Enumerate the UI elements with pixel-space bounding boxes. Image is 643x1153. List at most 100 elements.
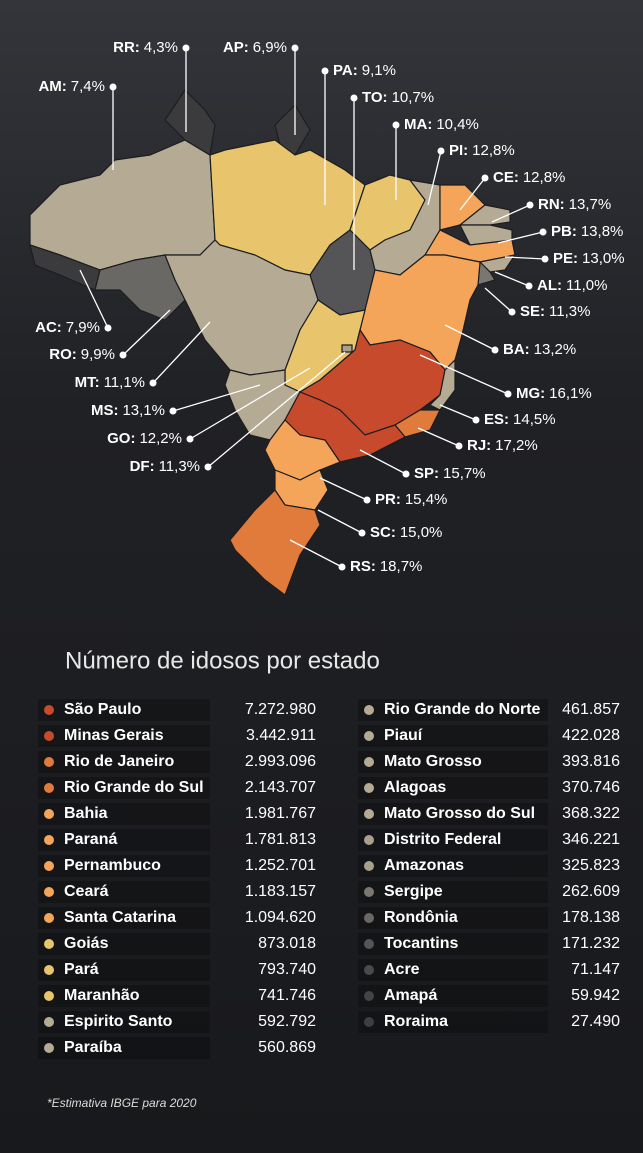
state-share: 13,8% xyxy=(581,223,624,240)
state-share: 7,9% xyxy=(66,319,100,336)
row-value: 1.781.813 xyxy=(245,831,316,848)
row-band xyxy=(358,933,548,955)
state-label: CE: 12,8% xyxy=(493,169,565,186)
row-dot xyxy=(44,991,54,1001)
leader-dot xyxy=(402,470,410,478)
row-band xyxy=(38,959,210,981)
leader-dot xyxy=(526,201,534,209)
row-dot xyxy=(44,757,54,767)
state-label: MS: 13,1% xyxy=(91,402,165,419)
leader-dot xyxy=(472,416,480,424)
row-value: 1.183.157 xyxy=(245,883,316,900)
leader-dot xyxy=(539,228,547,236)
row-name: Santa Catarina xyxy=(64,909,176,926)
state-rr xyxy=(164,89,216,156)
state-share: 9,9% xyxy=(81,346,115,363)
brazil-map xyxy=(29,89,517,596)
leader-line xyxy=(189,367,311,440)
state-label: DF: 11,3% xyxy=(130,458,200,475)
row-band xyxy=(38,803,210,825)
state-share: 11,0% xyxy=(566,277,607,294)
row-band xyxy=(358,985,548,1007)
leader-dot xyxy=(204,463,212,471)
leader-dot xyxy=(109,83,117,91)
leader-dot xyxy=(504,390,512,398)
leader-dot xyxy=(358,529,366,537)
state-label: MG: 16,1% xyxy=(516,385,592,402)
row-value: 262.609 xyxy=(562,883,620,900)
row-value: 178.138 xyxy=(562,909,620,926)
state-code: RN: xyxy=(538,196,565,213)
row-dot xyxy=(364,887,374,897)
leader-line xyxy=(417,427,460,447)
leader-dot xyxy=(321,67,329,75)
row-name: Mato Grosso do Sul xyxy=(384,805,535,822)
state-pb xyxy=(459,224,513,246)
leader-dot xyxy=(350,94,358,102)
row-value: 1.981.767 xyxy=(245,805,316,822)
row-dot xyxy=(44,835,54,845)
leader-dot xyxy=(437,147,445,155)
row-band xyxy=(38,751,210,773)
row-dot xyxy=(44,809,54,819)
state-share: 13,1% xyxy=(122,402,165,419)
state-code: SC: xyxy=(370,524,396,541)
row-name: Distrito Federal xyxy=(384,831,501,848)
row-band xyxy=(358,1011,548,1033)
leader-dot xyxy=(455,442,463,450)
row-value: 59.942 xyxy=(571,987,620,1004)
row-dot xyxy=(364,835,374,845)
row-band xyxy=(358,777,548,799)
row-dot xyxy=(44,731,54,741)
leader-dot xyxy=(169,407,177,415)
row-dot xyxy=(364,809,374,819)
leader-line xyxy=(319,477,368,501)
row-value: 560.869 xyxy=(258,1039,316,1056)
state-code: GO: xyxy=(107,430,135,447)
state-code: AM: xyxy=(38,78,66,95)
state-share: 12,2% xyxy=(139,430,182,447)
state-rj xyxy=(394,409,441,438)
state-code: AL: xyxy=(537,277,562,294)
state-share: 11,1% xyxy=(104,374,145,391)
row-dot xyxy=(364,1017,374,1027)
leader-line xyxy=(439,404,477,421)
row-name: Bahia xyxy=(64,805,108,822)
state-code: BA: xyxy=(503,341,530,358)
row-dot xyxy=(44,939,54,949)
row-value: 346.221 xyxy=(562,831,620,848)
state-code: CE: xyxy=(493,169,519,186)
state-label: SP: 15,7% xyxy=(414,465,486,482)
row-name: Espirito Santo xyxy=(64,1013,173,1030)
row-dot xyxy=(364,913,374,923)
row-name: Rondônia xyxy=(384,909,458,926)
leader-line xyxy=(317,509,363,534)
state-share: 7,4% xyxy=(71,78,105,95)
state-label: RR: 4,3% xyxy=(113,39,178,56)
row-band xyxy=(358,959,548,981)
row-value: 7.272.980 xyxy=(245,701,316,718)
row-band xyxy=(358,725,548,747)
row-value: 741.746 xyxy=(258,987,316,1004)
row-name: Sergipe xyxy=(384,883,443,900)
row-dot xyxy=(364,731,374,741)
row-band xyxy=(38,855,210,877)
leader-dot xyxy=(149,379,157,387)
row-name: Amazonas xyxy=(384,857,464,874)
leader-dot xyxy=(186,435,194,443)
state-ro xyxy=(94,254,186,321)
state-share: 13,0% xyxy=(582,250,625,267)
row-value: 325.823 xyxy=(562,857,620,874)
state-label: GO: 12,2% xyxy=(107,430,182,447)
row-value: 3.442.911 xyxy=(246,727,316,744)
state-label: MA: 10,4% xyxy=(404,116,479,133)
row-dot xyxy=(364,861,374,871)
leader-dot xyxy=(119,351,127,359)
state-code: PI: xyxy=(449,142,468,159)
state-share: 13,2% xyxy=(534,341,577,358)
state-label: AL: 11,0% xyxy=(537,277,607,294)
state-share: 13,7% xyxy=(569,196,612,213)
state-label: MT: 11,1% xyxy=(75,374,145,391)
map-labels: RR: 4,3% AP: 6,9%AM: 7,4%PA: 9,1%TO: 10,7%MA: 1… xyxy=(35,39,624,575)
